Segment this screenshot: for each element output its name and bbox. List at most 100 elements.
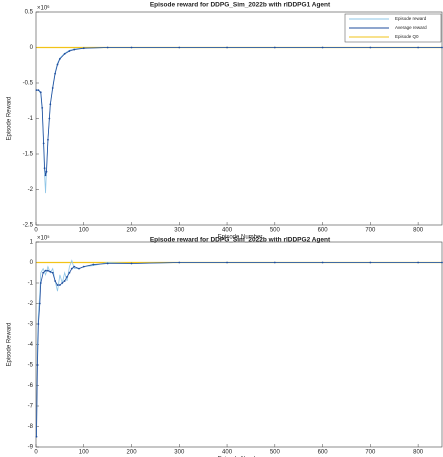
y-tick-label: 1 xyxy=(30,240,34,246)
y-tick-label: -5 xyxy=(28,363,34,369)
x-tick-label: 700 xyxy=(365,228,376,234)
plot-area xyxy=(35,241,443,448)
series-marker xyxy=(49,103,52,106)
x-tick-label: 500 xyxy=(270,228,281,234)
series-marker xyxy=(37,323,40,325)
series-marker xyxy=(56,284,59,286)
x-tick-label: 800 xyxy=(413,450,424,456)
series-marker xyxy=(38,302,41,305)
series-marker xyxy=(178,46,181,49)
series-marker xyxy=(92,263,95,266)
x-tick-label: 100 xyxy=(79,450,90,456)
series-marker xyxy=(48,117,51,120)
x-tick-label: 400 xyxy=(222,450,233,456)
series-marker xyxy=(63,280,66,282)
series-marker xyxy=(73,48,76,51)
y-tick-label: -6 xyxy=(28,383,34,389)
series-marker xyxy=(61,282,64,284)
x-tick-label: 600 xyxy=(318,228,329,234)
series-marker xyxy=(226,46,228,49)
series-marker xyxy=(36,364,39,366)
y-tick-label: 0 xyxy=(30,260,34,266)
series-marker xyxy=(82,47,85,50)
series-marker xyxy=(56,63,59,66)
y-tick-label: 0 xyxy=(30,45,34,51)
series-marker xyxy=(42,271,45,274)
x-tick-label: 800 xyxy=(413,228,424,234)
series-marker xyxy=(54,280,57,282)
y-tick-label: -1 xyxy=(28,116,34,122)
series-marker xyxy=(106,262,109,265)
series-marker xyxy=(39,91,42,94)
series-marker xyxy=(47,269,49,272)
series-marker xyxy=(41,106,44,109)
series-marker xyxy=(43,167,46,170)
series-marker xyxy=(70,267,73,270)
series-marker xyxy=(130,262,133,265)
series-line xyxy=(36,262,442,437)
series-marker xyxy=(226,261,228,264)
y-tick-label: -8 xyxy=(28,424,34,430)
series-marker xyxy=(44,269,47,272)
series-marker xyxy=(106,46,109,49)
y-tick-label: 0.5 xyxy=(25,10,34,16)
series-marker xyxy=(273,46,276,49)
series-marker xyxy=(42,142,45,145)
series-marker xyxy=(35,89,38,91)
series-marker xyxy=(63,52,66,55)
y-axis-label: Episode Reward xyxy=(7,322,13,366)
series-marker xyxy=(441,261,443,264)
y-tick-label: -4 xyxy=(28,342,34,348)
series-marker xyxy=(369,261,372,264)
y-exponent: ×10⁵ xyxy=(37,235,50,242)
series-marker xyxy=(44,174,47,177)
series-line xyxy=(36,259,442,437)
chart-title: Episode reward for DDPG_Sim_2022b with r… xyxy=(150,2,331,9)
series-marker xyxy=(417,261,420,264)
series-marker xyxy=(35,435,38,438)
series-marker xyxy=(58,284,61,286)
series-marker xyxy=(68,50,71,52)
series-marker xyxy=(441,46,443,49)
x-tick-label: 0 xyxy=(34,228,38,234)
series-marker xyxy=(51,87,54,89)
y-tick-label: -2 xyxy=(28,301,34,307)
series-marker xyxy=(73,265,76,268)
x-axis-label: Episode Number xyxy=(218,235,263,241)
x-tick-label: 0 xyxy=(34,450,38,456)
legend-label: Episode Q0 xyxy=(395,34,419,39)
series-marker xyxy=(82,265,85,268)
series-marker xyxy=(58,57,61,60)
series-marker xyxy=(66,275,68,278)
series-marker xyxy=(78,267,80,270)
plot-area xyxy=(35,11,443,226)
x-tick-label: 400 xyxy=(222,228,233,234)
series-marker xyxy=(37,89,40,91)
x-tick-label: 500 xyxy=(270,450,281,456)
y-exponent: ×10⁶ xyxy=(37,5,50,12)
x-tick-label: 600 xyxy=(318,450,329,456)
y-tick-label: -2.5 xyxy=(23,223,34,229)
series-marker xyxy=(273,261,276,264)
legend-label: Episode reward xyxy=(395,16,427,21)
series-marker xyxy=(49,270,52,273)
series-marker xyxy=(321,261,324,264)
x-tick-label: 300 xyxy=(174,228,185,234)
x-tick-label: 200 xyxy=(127,228,138,234)
y-axis-label: Episode Reward xyxy=(7,96,13,140)
y-tick-label: -2 xyxy=(28,187,34,193)
chart-title: Episode reward for DDPG_Sim_2022b with r… xyxy=(150,237,331,244)
series-marker xyxy=(369,46,372,49)
series-marker xyxy=(51,271,54,274)
x-tick-label: 100 xyxy=(79,228,90,234)
x-tick-label: 200 xyxy=(127,450,138,456)
series-marker xyxy=(39,282,42,284)
series-line xyxy=(36,47,442,194)
series-marker xyxy=(47,138,49,141)
x-tick-label: 300 xyxy=(174,450,185,456)
legend-label: Average reward xyxy=(395,25,427,30)
y-tick-label: -3 xyxy=(28,322,34,328)
series-marker xyxy=(130,46,133,49)
series-marker xyxy=(417,46,420,49)
